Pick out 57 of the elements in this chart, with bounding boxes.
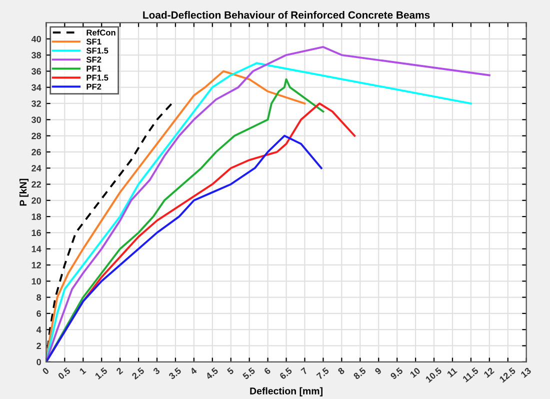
y-tick-label: 0 [36,358,41,366]
x-tick-label: 2 [116,367,124,375]
x-tick-label: 1.5 [94,367,108,380]
x-tick-label: 2.5 [131,367,145,380]
x-tick-label: 6.5 [279,367,292,380]
legend-label: RefCon [86,29,116,36]
y-tick-label: 6 [36,310,42,317]
x-tick-label: 11.5 [462,367,479,382]
y-tick-label: 22 [32,181,41,188]
y-tick-label: 16 [32,230,42,236]
y-tick-label: 24 [32,165,42,172]
y-tick-label: 10 [32,278,41,285]
y-tick-label: 36 [32,68,42,75]
x-tick-label: 12 [483,367,494,378]
y-tick-label: 32 [32,100,41,107]
legend-label: SF1 [86,38,102,45]
y-tick-label: 14 [32,246,42,252]
y-tick-label: 28 [32,132,42,140]
x-tick-label: 1 [79,367,86,375]
x-tick-label: 5 [226,367,234,375]
x-tick-label: 10 [410,367,421,378]
x-tick-label: 9.5 [390,367,404,380]
x-tick-label: 11 [446,367,458,378]
x-tick-label: 3 [152,367,160,375]
y-tick-label: 8 [36,294,42,301]
x-tick-label: 8 [337,367,345,375]
x-tick-label: 7 [300,367,308,375]
x-tick-label: 9 [374,367,382,375]
y-tick-label: 2 [36,342,41,350]
legend-label: PF1.5 [86,74,108,81]
legend-label: PF1 [86,66,102,72]
x-tick-label: 3.5 [168,367,182,380]
x-tick-label: 5.5 [242,367,256,380]
y-tick-label: 38 [32,52,42,58]
line-series [46,134,322,362]
legend-label: SF1.5 [86,48,108,54]
y-tick-label: 20 [32,197,41,204]
x-tick-label: 6 [264,367,272,375]
y-axis-title: P [kN] [19,178,29,206]
y-tick-label: 34 [32,84,42,91]
x-tick-label: 7.5 [316,367,330,380]
chart-title: Load-Deflection Behaviour of Reinforced Concrete Beams [143,11,430,19]
legend-label: SF2 [86,56,102,63]
x-tick-label: 4 [190,367,198,375]
x-axis-title: Deflection [mm] [250,387,322,396]
x-tick-label: 0 [42,367,50,375]
y-tick-label: 40 [31,36,41,42]
legend-label: PF2 [86,84,102,90]
x-tick-label: 8.5 [353,367,366,380]
x-tick-label: 4.5 [205,367,219,380]
y-tick-label: 18 [32,214,42,220]
x-tick-label: 13 [520,367,532,378]
y-tick-label: 30 [32,116,41,124]
y-tick-label: 12 [32,262,41,268]
y-tick-label: 26 [32,148,42,156]
y-tick-label: 4 [36,326,42,333]
x-tick-label: 0.5 [58,367,71,380]
